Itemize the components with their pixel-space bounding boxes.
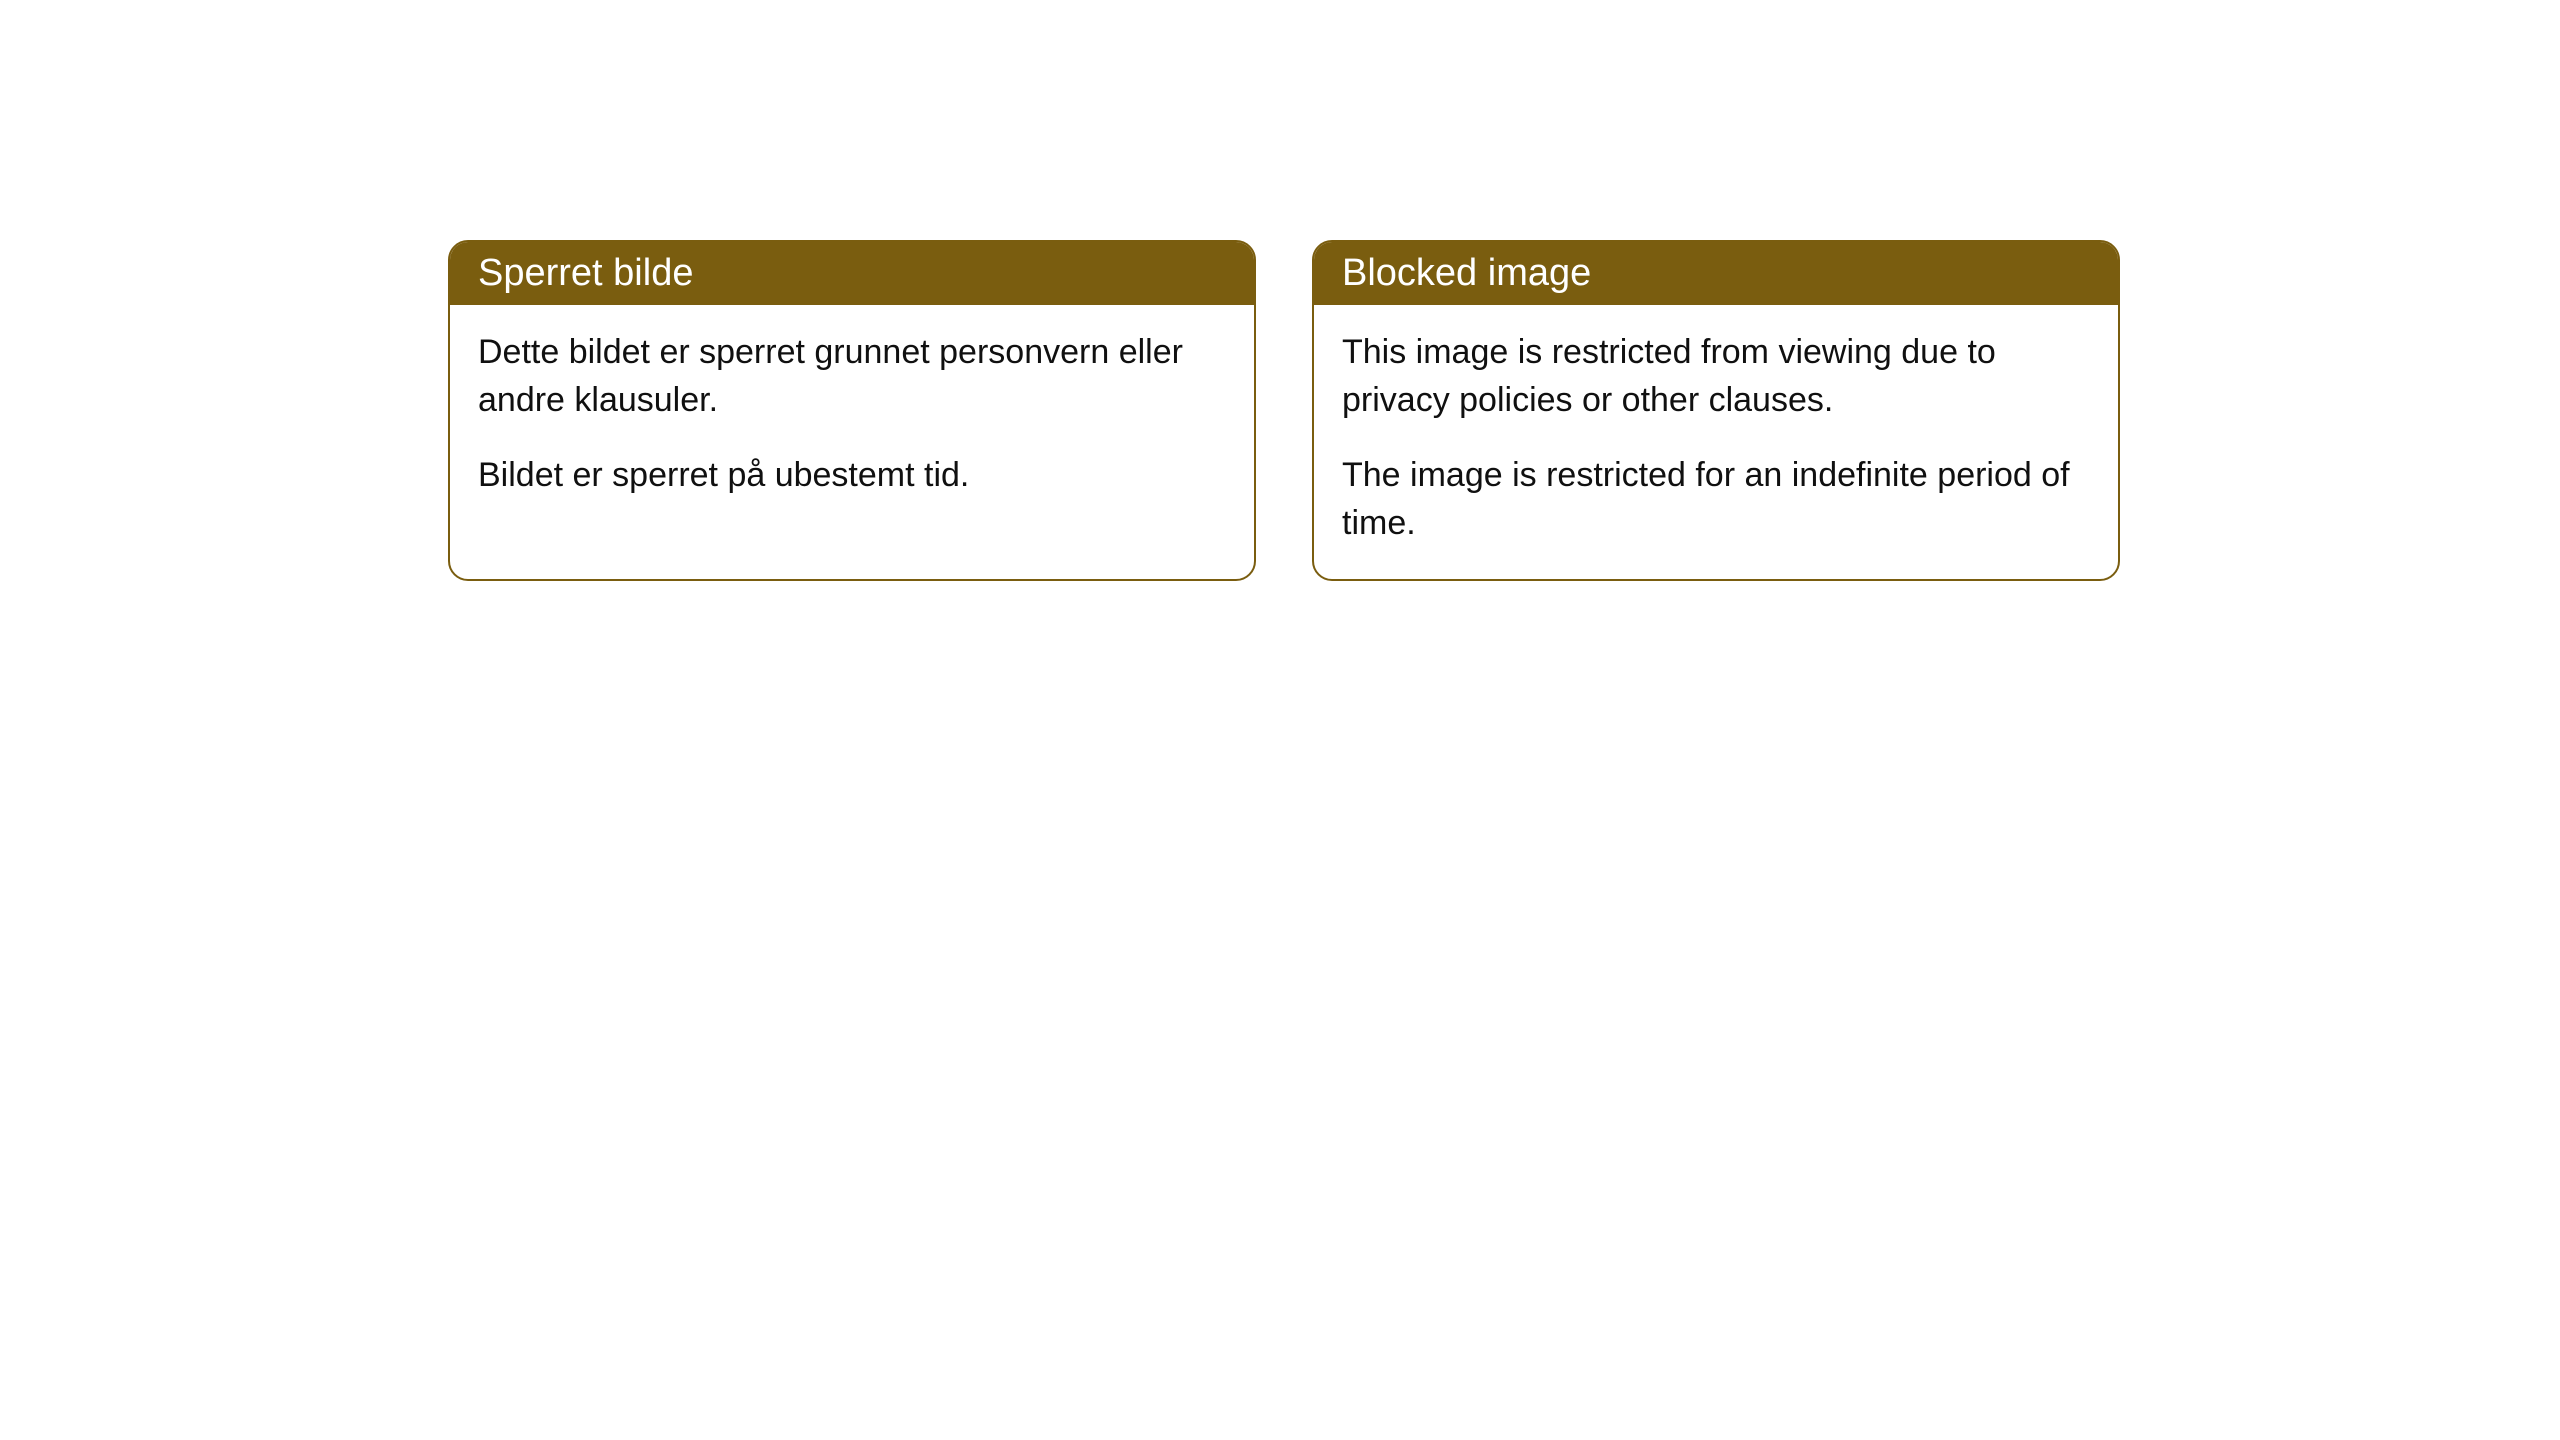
notice-paragraph1-english: This image is restricted from viewing du… — [1342, 329, 2090, 424]
notice-body-english: This image is restricted from viewing du… — [1314, 305, 2118, 579]
notice-paragraph1-norwegian: Dette bildet er sperret grunnet personve… — [478, 329, 1226, 424]
notice-title-english: Blocked image — [1342, 252, 1591, 294]
notice-body-norwegian: Dette bildet er sperret grunnet personve… — [450, 305, 1254, 532]
notice-cards-container: Sperret bilde Dette bildet er sperret gr… — [448, 240, 2120, 581]
notice-header-english: Blocked image — [1314, 242, 2118, 305]
notice-paragraph2-norwegian: Bildet er sperret på ubestemt tid. — [478, 452, 1226, 500]
notice-card-norwegian: Sperret bilde Dette bildet er sperret gr… — [448, 240, 1256, 581]
notice-title-norwegian: Sperret bilde — [478, 252, 693, 294]
notice-header-norwegian: Sperret bilde — [450, 242, 1254, 305]
notice-card-english: Blocked image This image is restricted f… — [1312, 240, 2120, 581]
notice-paragraph2-english: The image is restricted for an indefinit… — [1342, 452, 2090, 547]
